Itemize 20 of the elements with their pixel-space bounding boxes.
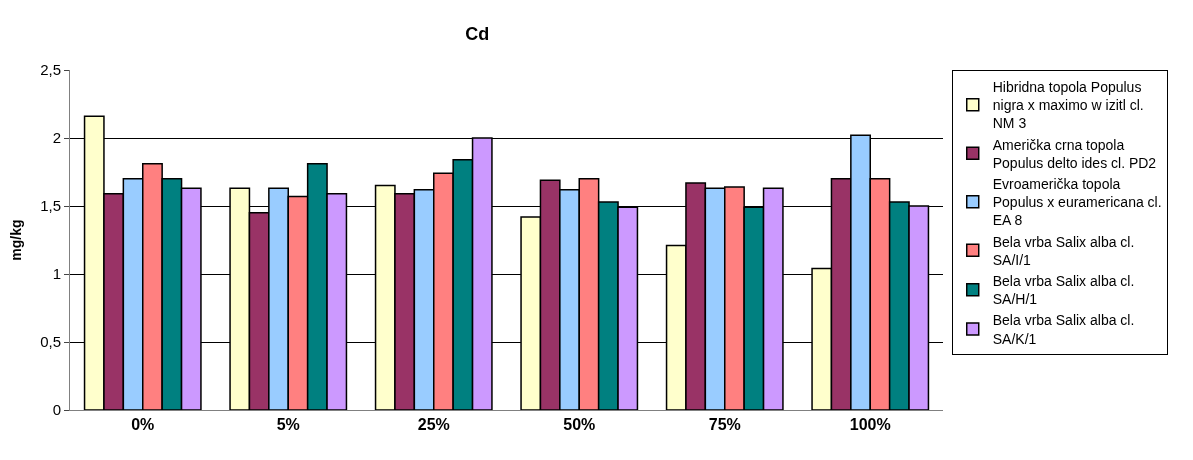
- x-tick-label: 5%: [276, 416, 300, 434]
- x-tick-label: 25%: [417, 416, 450, 434]
- legend-label: Bela vrba Salix alba cl. SA/K/1: [992, 312, 1135, 347]
- x-tick-label: 0%: [131, 416, 155, 434]
- legend-label: Hibridna topola Populus nigra x maximo w izitl cl. NM 3: [992, 79, 1144, 132]
- y-tick-label: 1,5: [40, 197, 61, 215]
- x-tick-label: 100%: [849, 416, 891, 434]
- x-tick-label: 75%: [708, 416, 741, 434]
- legend-label: Evroamerička topola Populus x euramericana cl. EA 8: [992, 176, 1162, 229]
- y-axis-title: mg/kg: [7, 219, 24, 261]
- y-tick-label: 2: [52, 129, 61, 147]
- y-tick-label: 0: [52, 401, 61, 419]
- x-tick-label: 50%: [563, 416, 596, 434]
- chart-title: Cd: [465, 24, 490, 45]
- legend-label: Bela vrba Salix alba cl. SA/H/1: [992, 273, 1135, 308]
- y-tick-label: 1: [52, 265, 61, 283]
- legend-label: Bela vrba Salix alba cl. SA/I/1: [992, 233, 1135, 268]
- y-tick-label: 2,5: [40, 61, 61, 79]
- legend-label: Američka crna topola Populus delto ides cl. PD2: [992, 136, 1157, 171]
- y-tick-label: 0,5: [40, 333, 61, 351]
